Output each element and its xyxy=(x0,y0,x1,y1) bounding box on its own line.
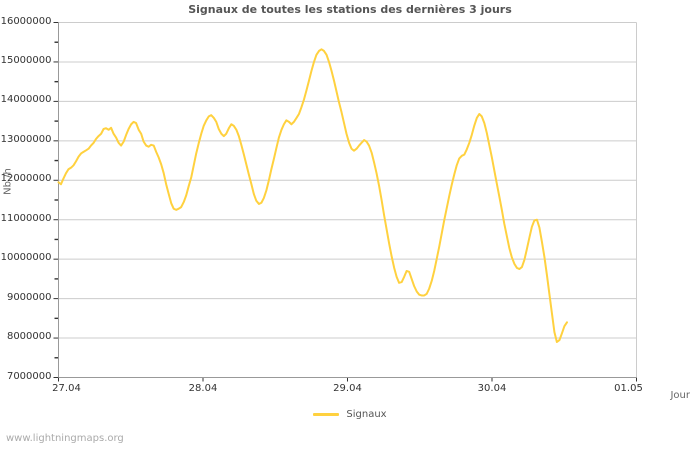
y-tick-label: 7000000 xyxy=(6,370,52,382)
x-tick-label: 30.04 xyxy=(477,382,507,394)
x-tick-label: 27.04 xyxy=(52,382,81,394)
series-lines xyxy=(57,48,568,343)
chart-title: Signaux de toutes les stations des derni… xyxy=(188,3,512,16)
x-axis-label: Jour xyxy=(670,390,690,401)
chart-legend: Signaux xyxy=(0,409,700,420)
y-tick-label: 12000000 xyxy=(0,173,52,185)
x-tick-label: 01.05 xyxy=(614,382,643,394)
y-tick-label: 14000000 xyxy=(0,94,52,106)
watermark: www.lightningmaps.org xyxy=(6,433,124,444)
axis-ticks xyxy=(53,22,637,382)
y-tick-label: 16000000 xyxy=(0,15,52,27)
y-tick-label: 8000000 xyxy=(6,331,52,343)
y-tick-label: 9000000 xyxy=(6,291,52,303)
x-tick-label: 29.04 xyxy=(333,382,362,394)
legend-label-signaux: Signaux xyxy=(346,409,387,420)
plot-frame xyxy=(58,22,637,378)
y-tick-label: 11000000 xyxy=(0,212,52,224)
y-tick-label: 13000000 xyxy=(0,133,52,145)
y-tick-label: 15000000 xyxy=(0,54,52,66)
y-tick-label: 10000000 xyxy=(0,252,52,264)
x-tick-label: 28.04 xyxy=(188,382,218,394)
legend-swatch-signaux xyxy=(313,413,340,416)
